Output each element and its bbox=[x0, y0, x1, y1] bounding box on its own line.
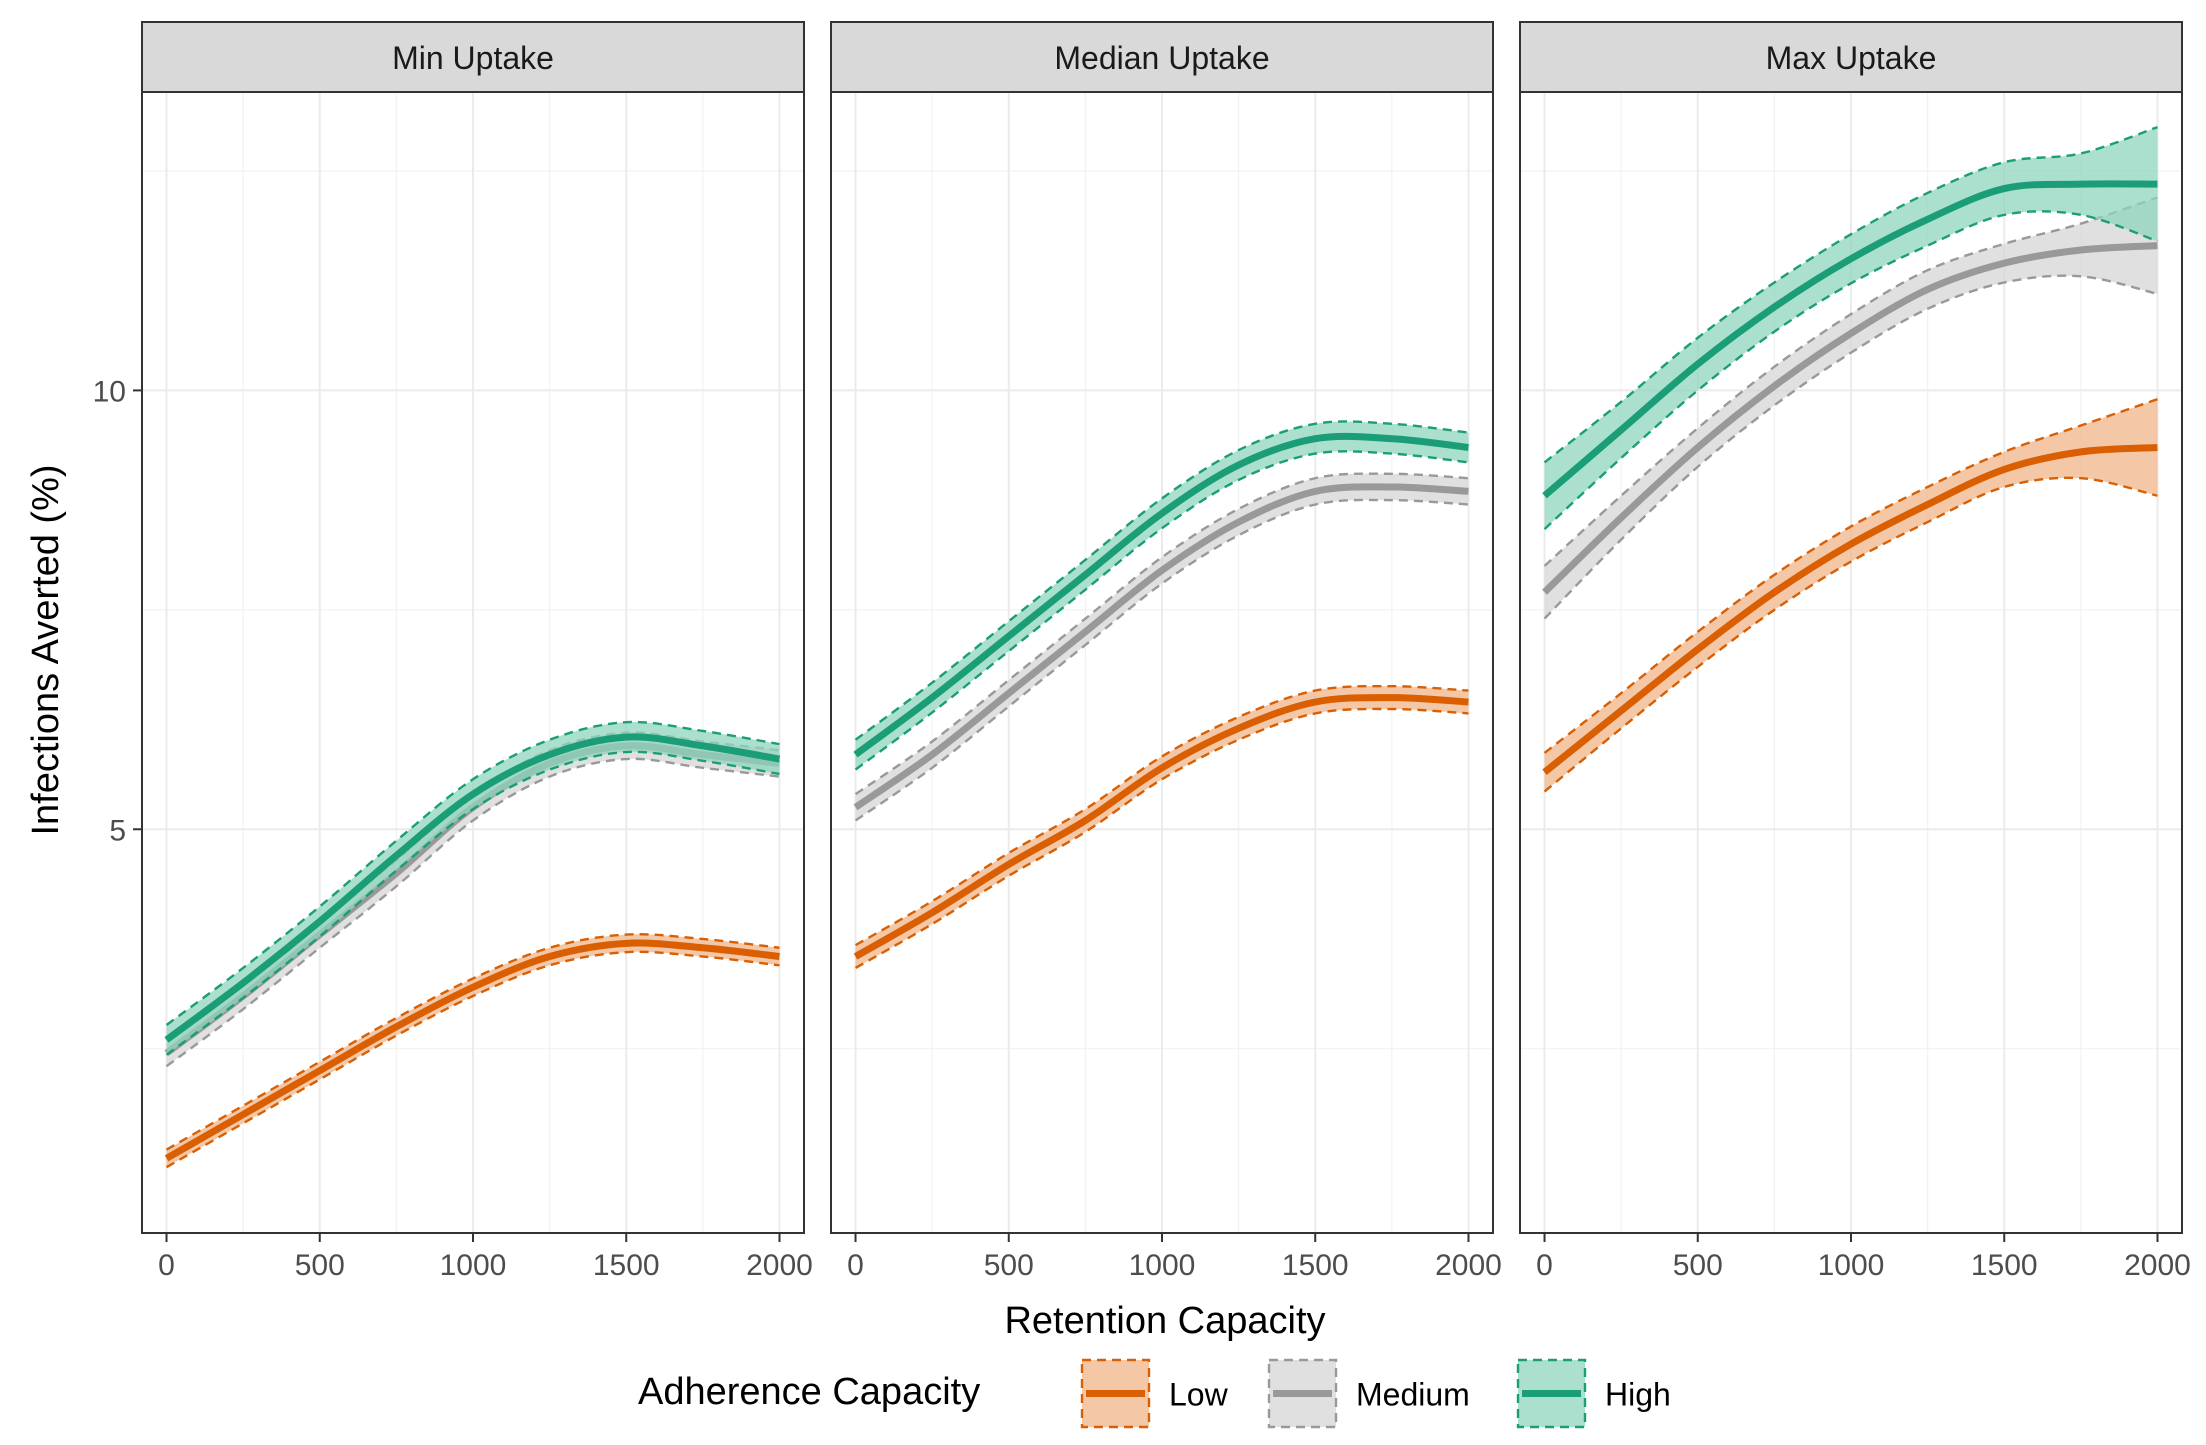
confidence-ribbon bbox=[1544, 399, 2158, 792]
series-low bbox=[1542, 398, 2158, 793]
series-line bbox=[853, 694, 1469, 960]
series-line bbox=[1542, 242, 2158, 595]
facet-strip-label: Min Uptake bbox=[392, 40, 554, 76]
series-low bbox=[853, 684, 1469, 969]
ribbon-upper-bound bbox=[1543, 125, 2158, 464]
x-tick-label: 1000 bbox=[1818, 1249, 1885, 1282]
facet-strip bbox=[1519, 21, 2183, 93]
ribbon-lower-bound bbox=[854, 707, 1469, 969]
ribbon-lower-bound bbox=[165, 757, 780, 1068]
ribbon-upper-bound bbox=[854, 684, 1469, 947]
y-tick-label: 10 bbox=[93, 375, 126, 408]
x-tick-label: 0 bbox=[1536, 1249, 1553, 1282]
legend-item-medium: Medium bbox=[1267, 1358, 1470, 1429]
series-line bbox=[1542, 443, 2158, 775]
x-tick-label: 1000 bbox=[440, 1249, 507, 1282]
series-line bbox=[164, 733, 781, 1043]
legend-label: Medium bbox=[1356, 1377, 1470, 1413]
ribbon-upper-bound bbox=[165, 720, 780, 1026]
y-tick-label: 5 bbox=[109, 814, 126, 847]
y-axis-title: Infections Averted (%) bbox=[25, 464, 67, 835]
x-tick-label: 2000 bbox=[746, 1249, 813, 1282]
ribbon-lower-bound bbox=[854, 498, 1469, 822]
legend: Adherence Capacity Low Medium High bbox=[638, 1358, 1671, 1429]
x-tick-label: 1500 bbox=[1282, 1249, 1349, 1282]
ribbon-lower-bound bbox=[1543, 274, 2158, 620]
ribbon-lower-bound bbox=[1543, 210, 2158, 530]
x-tick-label: 1500 bbox=[1971, 1249, 2038, 1282]
ribbon-upper-bound bbox=[854, 420, 1469, 741]
legend-item-high: High bbox=[1516, 1358, 1671, 1429]
series-medium bbox=[1542, 196, 2158, 620]
x-axis-title: Retention Capacity bbox=[1004, 1300, 1325, 1342]
x-tick-label: 1000 bbox=[1129, 1249, 1196, 1282]
confidence-ribbon bbox=[166, 721, 780, 1055]
ribbon-upper-bound bbox=[165, 933, 780, 1151]
ribbon-upper-bound bbox=[1543, 196, 2158, 567]
facet-strip bbox=[141, 21, 805, 93]
ribbon-lower-bound bbox=[854, 450, 1469, 771]
series-high bbox=[1542, 125, 2158, 530]
panel-median-uptake: Median Uptake 0 500 1000 1500 2000 bbox=[830, 21, 1502, 1282]
series-line bbox=[1542, 180, 2158, 499]
legend-title: Adherence Capacity bbox=[638, 1371, 980, 1413]
x-tick-label: 500 bbox=[984, 1249, 1034, 1282]
ribbon-upper-bound bbox=[854, 472, 1469, 796]
panels-layer: Min Uptake 0 500 1000 1500 2000 5 10 Median Upta… bbox=[93, 21, 2191, 1282]
x-tick-label: 2000 bbox=[1435, 1249, 1502, 1282]
panel-max-uptake: Max Uptake 0 500 1000 1500 2000 bbox=[1519, 21, 2191, 1282]
series-medium bbox=[853, 472, 1469, 822]
facet-strip-label: Median Uptake bbox=[1054, 40, 1269, 76]
ribbon-lower-bound bbox=[165, 750, 780, 1056]
series-high bbox=[853, 420, 1469, 771]
confidence-ribbon bbox=[1544, 197, 2158, 619]
ribbon-lower-bound bbox=[1543, 476, 2158, 793]
facet-strip-label: Max Uptake bbox=[1766, 40, 1937, 76]
series-low bbox=[164, 933, 780, 1169]
ribbon-upper-bound bbox=[1543, 398, 2158, 754]
series-line bbox=[853, 432, 1469, 758]
series-high bbox=[164, 720, 781, 1056]
legend-label: Low bbox=[1169, 1377, 1229, 1413]
x-tick-label: 500 bbox=[1673, 1249, 1723, 1282]
x-tick-label: 500 bbox=[295, 1249, 345, 1282]
x-tick-label: 1500 bbox=[593, 1249, 660, 1282]
x-tick-label: 2000 bbox=[2124, 1249, 2191, 1282]
x-tick-label: 0 bbox=[847, 1249, 864, 1282]
x-tick-label: 0 bbox=[158, 1249, 175, 1282]
ribbon-lower-bound bbox=[165, 950, 780, 1169]
series-line bbox=[853, 483, 1469, 811]
legend-item-low: Low bbox=[1080, 1358, 1229, 1429]
legend-label: High bbox=[1605, 1377, 1671, 1413]
panel-min-uptake: Min Uptake 0 500 1000 1500 2000 5 10 bbox=[93, 21, 813, 1282]
confidence-ribbon bbox=[1544, 127, 2158, 530]
series-line bbox=[164, 939, 780, 1162]
facet-strip bbox=[830, 21, 1494, 93]
